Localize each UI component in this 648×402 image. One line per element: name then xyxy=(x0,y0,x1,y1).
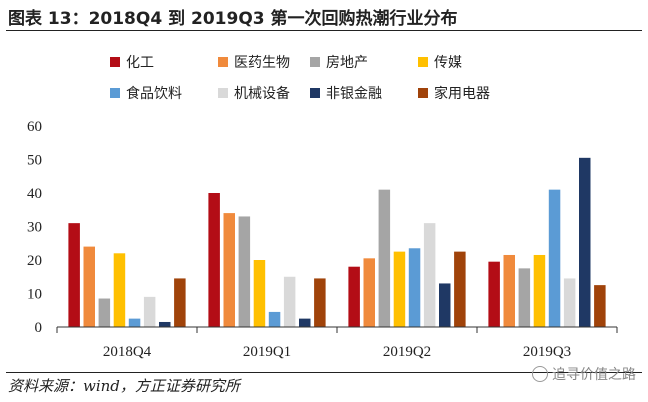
bar xyxy=(208,193,220,327)
bar xyxy=(488,261,500,327)
x-tick-label: 2019Q1 xyxy=(243,344,291,360)
chart-title: 图表 13：2018Q4 到 2019Q3 第一次回购热潮行业分布 xyxy=(8,9,458,29)
bar xyxy=(579,157,591,327)
wechat-icon xyxy=(532,366,548,382)
legend-item: 医药生物 xyxy=(218,52,290,72)
y-tick-label: 10 xyxy=(27,287,42,303)
legend-item: 非银金融 xyxy=(310,83,382,103)
bar xyxy=(283,276,296,327)
x-tick-label: 2019Q3 xyxy=(523,344,571,360)
bar xyxy=(518,268,531,327)
bar xyxy=(143,296,156,327)
legend-label: 家用电器 xyxy=(434,86,490,102)
bar xyxy=(314,278,326,327)
bar xyxy=(408,248,421,327)
bar xyxy=(348,266,360,327)
legend-item: 化工 xyxy=(110,52,154,72)
bar xyxy=(253,260,266,327)
legend-label: 非银金融 xyxy=(326,86,382,102)
legend-item: 传媒 xyxy=(418,52,462,72)
source-note: 资料来源：wind，方正证券研究所 xyxy=(8,377,240,395)
legend-label: 传媒 xyxy=(434,55,462,71)
bar xyxy=(393,251,406,327)
legend-label: 房地产 xyxy=(326,55,368,71)
y-tick-label: 50 xyxy=(27,153,42,169)
bar xyxy=(68,223,80,327)
bar xyxy=(439,283,451,327)
legend-swatch xyxy=(310,57,320,67)
bar xyxy=(238,216,251,327)
legend-item: 家用电器 xyxy=(418,83,490,103)
y-tick-label: 60 xyxy=(27,119,42,135)
bar xyxy=(174,278,186,327)
legend-swatch xyxy=(110,57,120,67)
bar xyxy=(363,258,375,327)
bar-chart: 0 10 20 30 40 50 60 2018Q4 2019Q1 2019Q2 2019Q3 xyxy=(27,119,618,360)
legend-swatch xyxy=(310,88,320,98)
legend-swatch xyxy=(218,88,228,98)
y-tick-label: 40 xyxy=(27,186,42,202)
bar xyxy=(423,223,436,327)
legend-label: 医药生物 xyxy=(234,55,290,71)
bar xyxy=(533,254,546,327)
legend-label: 食品饮料 xyxy=(126,86,182,102)
legend-item: 机械设备 xyxy=(218,83,290,103)
y-tick-label: 30 xyxy=(27,220,42,236)
x-tick-label: 2019Q2 xyxy=(383,344,431,360)
bar xyxy=(98,298,111,327)
source-divider xyxy=(6,372,642,373)
bar xyxy=(223,213,235,327)
bar xyxy=(454,251,466,327)
legend-swatch xyxy=(110,88,120,98)
legend-item: 房地产 xyxy=(310,52,368,72)
bar xyxy=(503,254,515,327)
watermark: 追寻价值之路 xyxy=(532,364,636,384)
bar xyxy=(268,311,281,327)
legend-label: 化工 xyxy=(126,55,154,71)
legend-item: 食品饮料 xyxy=(110,83,182,103)
bar xyxy=(299,318,311,327)
bar xyxy=(378,189,391,327)
legend-swatch xyxy=(418,57,428,67)
legend-swatch xyxy=(218,57,228,67)
y-tick-label: 0 xyxy=(35,320,43,336)
bar xyxy=(159,321,171,327)
title-divider xyxy=(6,30,642,31)
legend-swatch xyxy=(418,88,428,98)
watermark-text: 追寻价值之路 xyxy=(552,367,636,383)
legend-label: 机械设备 xyxy=(234,86,290,102)
x-tick-label: 2018Q4 xyxy=(103,344,152,360)
bar xyxy=(113,253,126,327)
bar xyxy=(563,278,576,327)
bar xyxy=(83,246,95,327)
bar xyxy=(128,318,141,327)
bar xyxy=(594,285,606,327)
bar xyxy=(548,189,561,327)
y-tick-label: 20 xyxy=(27,253,42,269)
